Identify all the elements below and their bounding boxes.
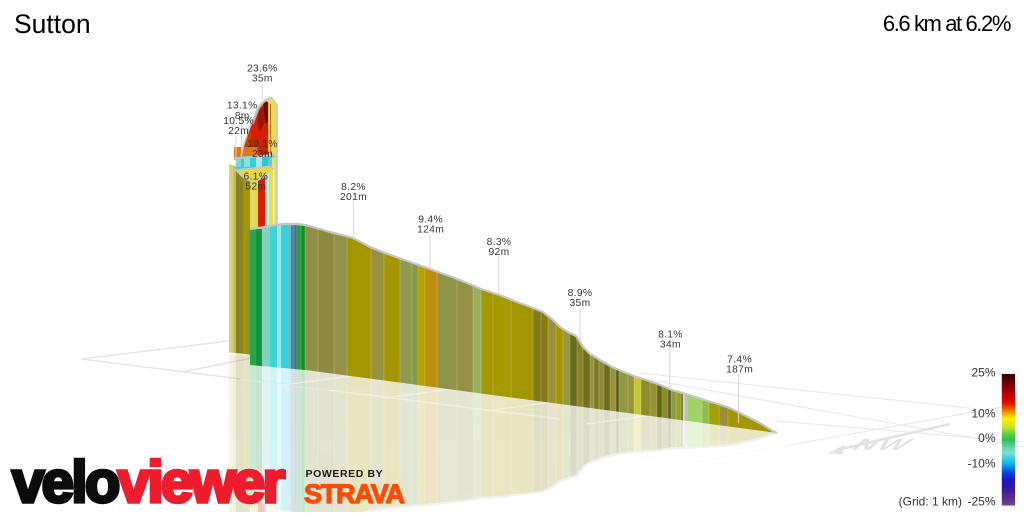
svg-text:Sutton: Sutton (14, 9, 91, 39)
svg-text:19.1%: 19.1% (247, 139, 278, 150)
svg-text:201m: 201m (340, 192, 367, 203)
svg-text:6.6 km at 6.2%: 6.6 km at 6.2% (883, 11, 1011, 36)
svg-text:13.1%: 13.1% (227, 101, 258, 112)
svg-text:8.1%: 8.1% (658, 330, 683, 341)
svg-text:23m: 23m (252, 149, 273, 160)
svg-text:(Grid: 1 km): (Grid: 1 km) (899, 495, 962, 509)
svg-text:8.9%: 8.9% (568, 288, 593, 299)
svg-text:STRAVA: STRAVA (304, 479, 404, 509)
svg-text:23.6%: 23.6% (247, 63, 278, 74)
svg-text:124m: 124m (417, 225, 444, 236)
svg-text:8.2%: 8.2% (341, 182, 366, 193)
svg-text:-25%: -25% (967, 495, 995, 509)
svg-text:0%: 0% (978, 431, 996, 445)
svg-text:52m: 52m (245, 181, 266, 192)
svg-text:22m: 22m (228, 126, 249, 137)
svg-text:10%: 10% (971, 406, 995, 420)
svg-text:25%: 25% (971, 365, 995, 379)
svg-text:35m: 35m (570, 298, 591, 309)
svg-text:8m: 8m (235, 111, 250, 122)
svg-text:-10%: -10% (967, 456, 995, 470)
svg-text:NW: NW (848, 435, 918, 454)
svg-text:9.4%: 9.4% (418, 215, 443, 226)
svg-text:8.3%: 8.3% (487, 237, 512, 248)
svg-text:7.4%: 7.4% (727, 355, 752, 366)
svg-text:10.5%: 10.5% (223, 116, 254, 127)
svg-text:35m: 35m (252, 73, 273, 84)
svg-text:veloviewer: veloviewer (12, 450, 285, 512)
svg-text:92m: 92m (489, 247, 510, 258)
svg-text:34m: 34m (660, 340, 681, 351)
svg-text:POWERED BY: POWERED BY (306, 468, 384, 480)
svg-text:6.1%: 6.1% (243, 171, 268, 182)
svg-text:187m: 187m (726, 365, 753, 376)
